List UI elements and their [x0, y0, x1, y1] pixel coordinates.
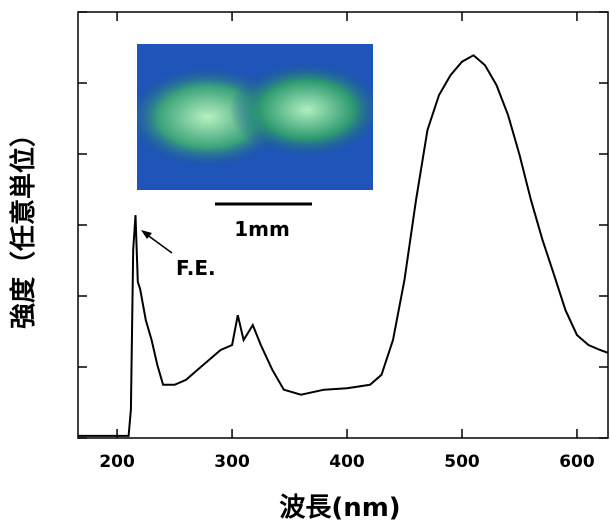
arrow [141, 230, 172, 253]
x-tick-label: 400 [329, 452, 365, 472]
x-tick-label: 300 [214, 452, 250, 472]
inset-photo [137, 44, 373, 190]
annotation: F.E. [176, 256, 216, 280]
x-tick-label: 200 [99, 452, 135, 472]
x-tick-label: 500 [444, 452, 480, 472]
page: {"chart_data": {"type": "line", "xlabel"… [0, 0, 610, 529]
y-axis-label: 強度（任意単位） [8, 121, 39, 329]
x-tick-label: 600 [559, 452, 595, 472]
chart: 1mm F.E. 波長(nm) 強度（任意単位） 200 300 400 500 600 [0, 0, 610, 529]
x-axis-label: 波長(nm) [279, 493, 400, 523]
scale-label: 1mm [234, 217, 290, 241]
